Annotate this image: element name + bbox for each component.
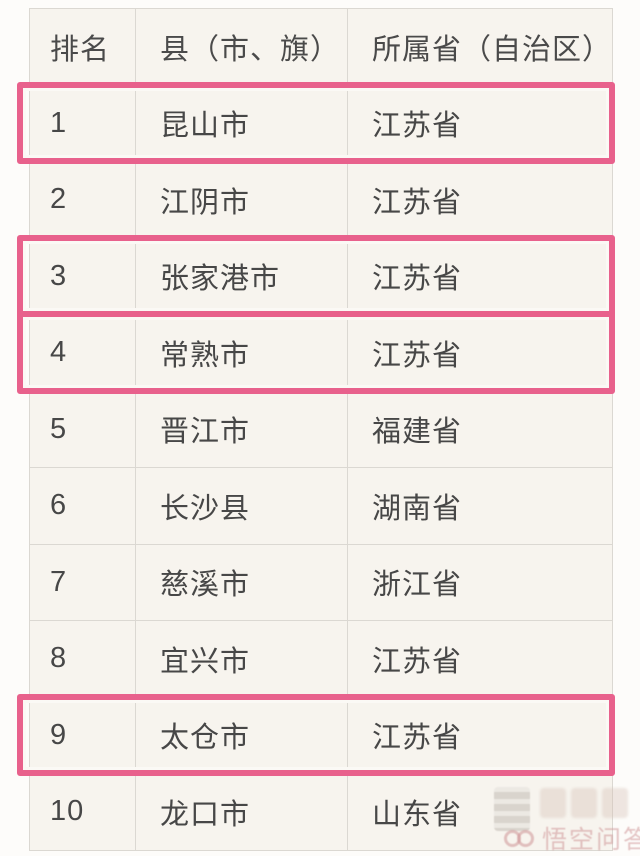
cell-province: 福建省 bbox=[347, 390, 613, 468]
cell-county: 常熟市 bbox=[135, 314, 348, 392]
table-row: 10 龙口市 山东省 bbox=[29, 773, 613, 851]
cell-rank: 3 bbox=[29, 237, 136, 315]
table-row: 4 常熟市 江苏省 bbox=[29, 314, 613, 392]
table-row: 8 宜兴市 江苏省 bbox=[29, 620, 613, 698]
cell-county: 晋江市 bbox=[135, 390, 348, 468]
cell-county: 长沙县 bbox=[135, 467, 348, 545]
table-row: 1 昆山市 江苏省 bbox=[29, 84, 613, 162]
county-ranking-table: 排名 县（市、旗） 所属省（自治区） 1 昆山市 江苏省 2 江阴市 江苏省 3 张家港市 江苏… bbox=[29, 8, 613, 851]
cell-province: 江苏省 bbox=[347, 84, 613, 162]
column-header-rank: 排名 bbox=[29, 8, 136, 86]
cell-rank: 2 bbox=[29, 161, 136, 239]
cell-rank: 9 bbox=[29, 696, 136, 774]
cell-province: 江苏省 bbox=[347, 620, 613, 698]
column-header-province: 所属省（自治区） bbox=[347, 8, 613, 86]
cell-rank: 4 bbox=[29, 314, 136, 392]
cell-county: 江阴市 bbox=[135, 161, 348, 239]
cell-rank: 7 bbox=[29, 543, 136, 621]
cell-province: 江苏省 bbox=[347, 237, 613, 315]
table-row: 3 张家港市 江苏省 bbox=[29, 237, 613, 315]
table-row: 5 晋江市 福建省 bbox=[29, 390, 613, 468]
cell-county: 龙口市 bbox=[135, 773, 348, 851]
cell-province: 江苏省 bbox=[347, 696, 613, 774]
cell-rank: 5 bbox=[29, 390, 136, 468]
cell-province: 山东省 bbox=[347, 773, 613, 851]
cell-county: 宜兴市 bbox=[135, 620, 348, 698]
cell-county: 昆山市 bbox=[135, 84, 348, 162]
header-row: 排名 县（市、旗） 所属省（自治区） bbox=[29, 8, 613, 86]
cell-province: 湖南省 bbox=[347, 467, 613, 545]
cell-rank: 8 bbox=[29, 620, 136, 698]
cell-province: 浙江省 bbox=[347, 543, 613, 621]
table-row: 2 江阴市 江苏省 bbox=[29, 161, 613, 239]
table-row: 6 长沙县 湖南省 bbox=[29, 467, 613, 545]
table-row: 7 慈溪市 浙江省 bbox=[29, 543, 613, 621]
cell-rank: 1 bbox=[29, 84, 136, 162]
cell-province: 江苏省 bbox=[347, 314, 613, 392]
cell-province: 江苏省 bbox=[347, 161, 613, 239]
table-row: 9 太仓市 江苏省 bbox=[29, 696, 613, 774]
column-header-county: 县（市、旗） bbox=[135, 8, 348, 86]
cell-county: 张家港市 bbox=[135, 237, 348, 315]
cell-rank: 10 bbox=[29, 773, 136, 851]
cell-rank: 6 bbox=[29, 467, 136, 545]
cell-county: 慈溪市 bbox=[135, 543, 348, 621]
cell-county: 太仓市 bbox=[135, 696, 348, 774]
